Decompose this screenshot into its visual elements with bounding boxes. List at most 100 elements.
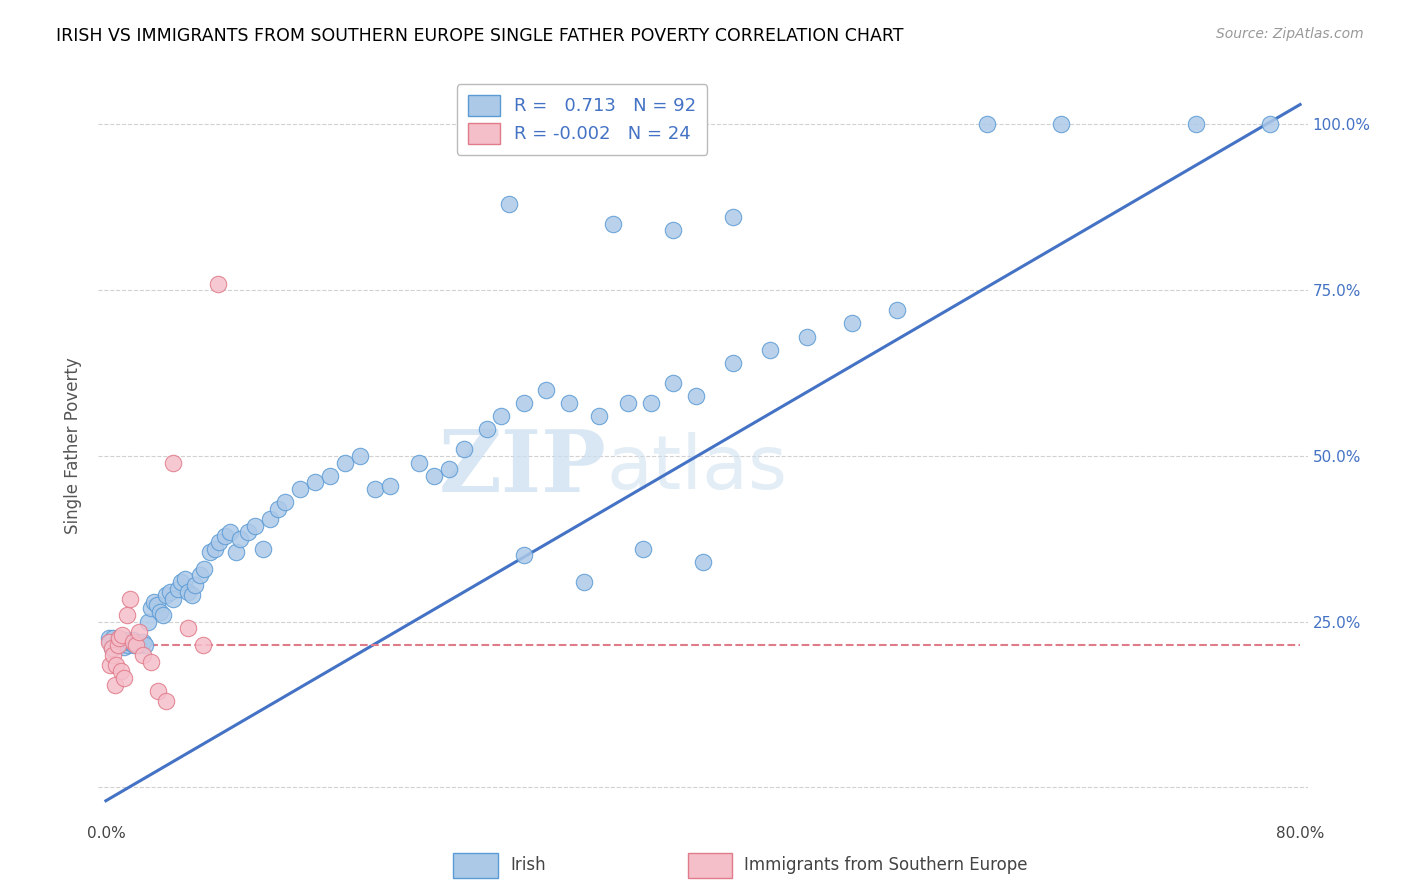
Point [128, 624, 150, 639]
Point [136, 615, 159, 629]
Point [146, 684, 169, 698]
Point [304, 475, 326, 490]
Point [319, 468, 342, 483]
Point [218, 525, 240, 540]
Point [886, 303, 908, 318]
Point [121, 634, 143, 648]
FancyBboxPatch shape [453, 853, 498, 878]
Point [191, 638, 214, 652]
Point [125, 638, 148, 652]
Point [1184, 117, 1206, 131]
Point [617, 396, 640, 410]
Text: Irish: Irish [510, 856, 546, 874]
Point [105, 657, 128, 672]
Point [129, 636, 152, 650]
Point [363, 482, 385, 496]
Point [159, 585, 181, 599]
Point [184, 578, 207, 592]
Point [139, 655, 162, 669]
Point [193, 562, 215, 576]
Point [110, 665, 132, 679]
Text: IRISH VS IMMIGRANTS FROM SOUTHERN EUROPE SINGLE FATHER POVERTY CORRELATION CHART: IRISH VS IMMIGRANTS FROM SOUTHERN EUROPE… [56, 27, 904, 45]
Point [662, 223, 685, 237]
Text: ZIP: ZIP [439, 426, 606, 510]
Point [101, 641, 124, 656]
Point [557, 396, 579, 410]
Point [145, 598, 167, 612]
Point [721, 356, 744, 370]
Point [288, 482, 311, 496]
Point [120, 636, 142, 650]
Point [498, 197, 520, 211]
Point [101, 641, 124, 656]
Point [155, 588, 177, 602]
Point [633, 541, 655, 556]
Point [976, 117, 998, 131]
Point [266, 502, 288, 516]
Point [115, 608, 138, 623]
Point [1258, 117, 1281, 131]
Point [214, 528, 236, 542]
Point [236, 525, 259, 540]
Point [536, 383, 558, 397]
Point [166, 582, 188, 596]
Point [1050, 117, 1073, 131]
Point [692, 555, 714, 569]
Point [98, 634, 121, 648]
Text: Immigrants from Southern Europe: Immigrants from Southern Europe [745, 856, 1028, 874]
Point [252, 541, 274, 556]
Point [104, 638, 127, 652]
Point [105, 636, 128, 650]
Point [588, 409, 610, 424]
Point [513, 549, 536, 563]
Point [103, 632, 125, 646]
Point [118, 591, 141, 606]
Point [108, 634, 131, 648]
Point [439, 462, 461, 476]
Point [274, 495, 297, 509]
Point [572, 574, 595, 589]
Text: Source: ZipAtlas.com: Source: ZipAtlas.com [1216, 27, 1364, 41]
Point [169, 574, 191, 589]
Point [204, 541, 226, 556]
Point [721, 211, 744, 225]
Point [408, 456, 430, 470]
Point [103, 648, 125, 662]
Point [122, 638, 145, 652]
Point [453, 442, 475, 457]
Point [97, 632, 120, 646]
Point [107, 633, 129, 648]
Point [475, 422, 498, 436]
Point [200, 545, 222, 559]
Point [349, 449, 371, 463]
Point [118, 634, 141, 648]
Point [107, 638, 129, 652]
Point [207, 277, 229, 291]
Point [134, 638, 156, 652]
Point [841, 316, 863, 330]
Point [112, 671, 135, 685]
Point [152, 608, 174, 623]
Point [378, 479, 401, 493]
Text: atlas: atlas [606, 432, 787, 505]
Point [108, 632, 131, 646]
Point [111, 628, 134, 642]
Point [112, 640, 135, 654]
Point [127, 634, 149, 648]
Point [117, 638, 139, 652]
Point [121, 633, 143, 648]
Point [177, 585, 200, 599]
Point [796, 329, 818, 343]
FancyBboxPatch shape [688, 853, 733, 878]
Point [513, 396, 536, 410]
Point [225, 545, 247, 559]
Point [259, 512, 281, 526]
Point [759, 343, 782, 357]
Point [104, 678, 127, 692]
Point [149, 605, 172, 619]
Point [181, 588, 204, 602]
Point [162, 456, 184, 470]
Point [97, 634, 120, 648]
Point [155, 694, 177, 708]
Point [685, 389, 707, 403]
